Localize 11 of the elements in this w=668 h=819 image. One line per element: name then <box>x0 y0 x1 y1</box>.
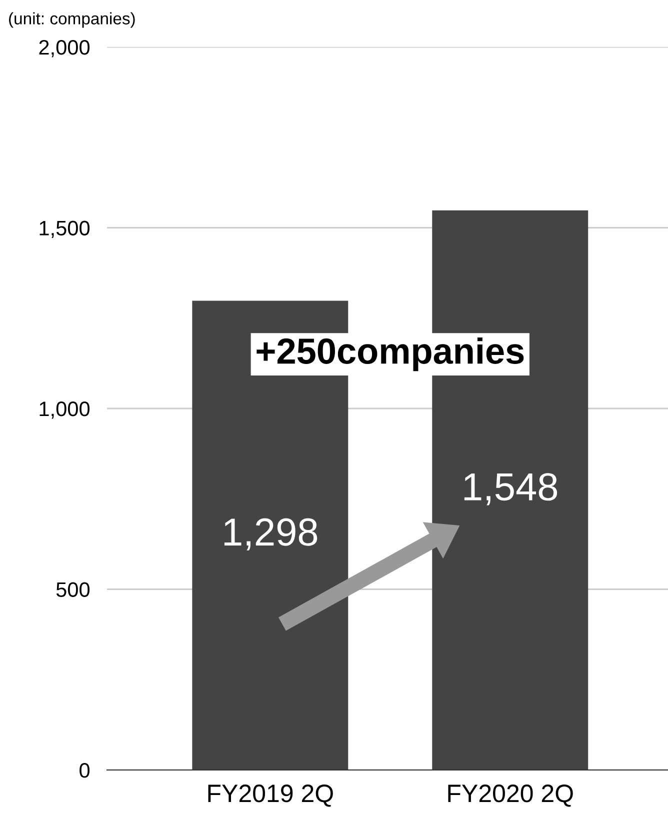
data-label: 1,548 <box>464 473 558 506</box>
y-tick-label: 1,000 <box>40 402 90 419</box>
text: (unit: companies) <box>9 12 135 28</box>
y-tick-label: 0 <box>80 763 90 778</box>
x-tick-label: FY2020 2Q <box>448 784 573 807</box>
data-label: 1,298 <box>224 518 318 550</box>
y-tick-label: 500 <box>56 582 90 598</box>
y-tick-label: 2,000 <box>39 40 90 58</box>
annotation: +250companies <box>256 337 524 372</box>
x-tick-label: FY2019 2Q <box>208 784 333 807</box>
y-tick-label: 1,500 <box>40 220 90 238</box>
